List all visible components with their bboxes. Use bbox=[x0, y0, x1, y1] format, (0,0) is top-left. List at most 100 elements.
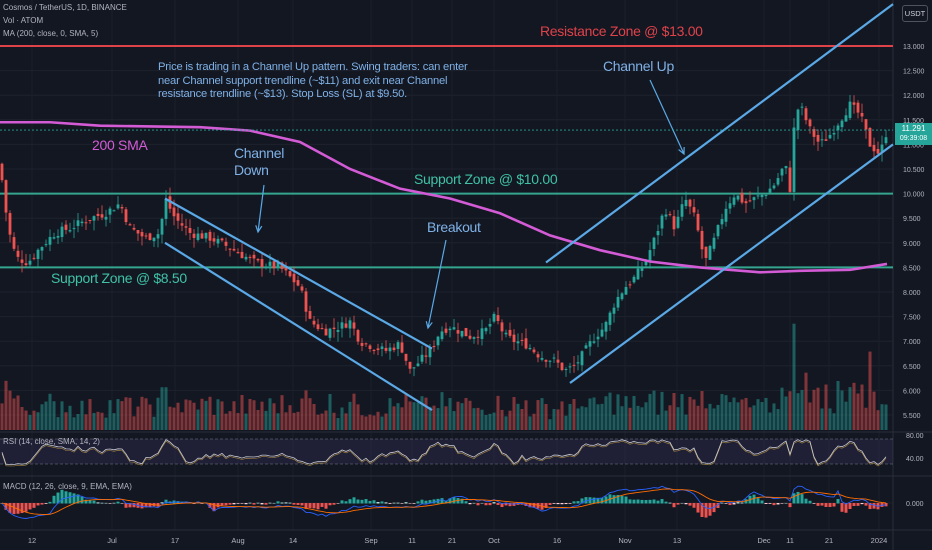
time-tick-label: Aug bbox=[231, 536, 244, 545]
volume-bar bbox=[632, 395, 636, 430]
volume-bar bbox=[856, 393, 860, 430]
candle-body bbox=[496, 315, 500, 321]
candle-body bbox=[148, 233, 152, 240]
support-10-label: Support Zone @ $10.00 bbox=[414, 171, 558, 187]
macd-histogram-bar bbox=[308, 503, 312, 508]
volume-bar bbox=[724, 395, 728, 430]
candle-body bbox=[836, 125, 840, 131]
volume-bar bbox=[68, 405, 72, 430]
volume-bar bbox=[800, 390, 804, 430]
macd-histogram-bar bbox=[4, 503, 8, 510]
candle-body bbox=[784, 166, 788, 169]
candle-body bbox=[72, 228, 76, 230]
macd-histogram-bar bbox=[592, 497, 596, 504]
time-tick-label: 2024 bbox=[871, 536, 888, 545]
volume-bar bbox=[148, 404, 152, 430]
candle-body bbox=[440, 331, 444, 340]
macd-histogram-bar bbox=[536, 503, 540, 509]
volume-bar bbox=[460, 403, 464, 430]
candle-body bbox=[340, 322, 344, 329]
candle-body bbox=[16, 250, 20, 257]
volume-bar bbox=[4, 380, 8, 430]
volume-bar bbox=[172, 407, 176, 430]
volume-bar bbox=[736, 402, 740, 430]
candle-body bbox=[516, 341, 520, 344]
macd-histogram-bar bbox=[856, 503, 860, 506]
macd-histogram-bar bbox=[596, 497, 600, 504]
volume-bar bbox=[560, 401, 564, 430]
candle-body bbox=[532, 349, 536, 353]
price-tick-label: 11.500 bbox=[903, 118, 924, 125]
volume-bar bbox=[672, 393, 676, 430]
candle-body bbox=[356, 330, 360, 342]
candle-body bbox=[348, 320, 352, 329]
volume-bar bbox=[320, 413, 324, 430]
sma-200-line bbox=[0, 120, 888, 274]
volume-bar bbox=[716, 404, 720, 430]
time-tick-label: 21 bbox=[448, 536, 456, 545]
volume-bar bbox=[772, 403, 776, 430]
candle-body bbox=[260, 259, 264, 268]
candle-body bbox=[56, 235, 60, 238]
candle-body bbox=[428, 347, 432, 358]
price-tick-label: 12.500 bbox=[903, 69, 925, 76]
candle-body bbox=[472, 337, 476, 339]
candle-body bbox=[656, 231, 660, 236]
volume-bar bbox=[28, 414, 32, 430]
macd-histogram-bar bbox=[184, 501, 188, 504]
volume-bar bbox=[616, 394, 620, 430]
volume-bar bbox=[340, 407, 344, 430]
candle-body bbox=[216, 238, 220, 244]
candle-body bbox=[708, 245, 712, 260]
volume-bar bbox=[604, 396, 608, 430]
macd-histogram-bar bbox=[32, 503, 36, 508]
macd-histogram-bar bbox=[744, 499, 748, 504]
macd-histogram-bar bbox=[212, 503, 216, 512]
candle-body bbox=[576, 362, 580, 364]
macd-histogram-bar bbox=[332, 503, 336, 505]
candle-body bbox=[460, 330, 464, 337]
volume-bar bbox=[756, 399, 760, 430]
candle-body bbox=[500, 322, 504, 332]
candle-body bbox=[200, 233, 204, 239]
candle-body bbox=[88, 219, 92, 221]
macd-histogram-bar bbox=[548, 503, 552, 505]
candle-body bbox=[456, 330, 460, 334]
analysis-note: Price is trading in a Channel Up pattern… bbox=[158, 61, 468, 100]
candle-body bbox=[64, 224, 68, 230]
volume-bar bbox=[280, 395, 284, 430]
candle-body bbox=[48, 236, 52, 245]
macd-histogram-bar bbox=[724, 503, 728, 504]
macd-histogram-bar bbox=[696, 503, 700, 513]
volume-bar bbox=[876, 410, 880, 430]
volume-bar bbox=[472, 408, 476, 430]
macd-histogram-bar bbox=[444, 500, 448, 504]
macd-histogram-bar bbox=[208, 503, 212, 508]
candle-body bbox=[368, 345, 372, 350]
volume-bar bbox=[196, 409, 200, 430]
macd-histogram-bar bbox=[636, 499, 640, 504]
volume-bar bbox=[808, 402, 812, 430]
volume-bar bbox=[624, 396, 628, 430]
macd-histogram-bar bbox=[100, 502, 104, 504]
candle-body bbox=[664, 214, 668, 217]
volume-bar bbox=[484, 415, 488, 430]
volume-bar bbox=[152, 416, 156, 430]
macd-histogram-bar bbox=[364, 499, 368, 504]
candle-body bbox=[220, 238, 224, 241]
candle-body bbox=[76, 220, 80, 226]
volume-bar bbox=[720, 394, 724, 430]
time-tick-label: 12 bbox=[28, 536, 36, 545]
sma-label: 200 SMA bbox=[92, 137, 148, 153]
candle-body bbox=[320, 328, 324, 330]
currency-button[interactable]: USDT bbox=[902, 5, 928, 22]
candle-body bbox=[40, 247, 44, 251]
volume-bar bbox=[208, 396, 212, 430]
volume-bar bbox=[784, 396, 788, 430]
macd-histogram-bar bbox=[460, 498, 464, 504]
candle-body bbox=[804, 108, 808, 121]
volume-bar bbox=[700, 391, 704, 430]
candle-body bbox=[740, 192, 744, 203]
candle-body bbox=[312, 320, 316, 325]
